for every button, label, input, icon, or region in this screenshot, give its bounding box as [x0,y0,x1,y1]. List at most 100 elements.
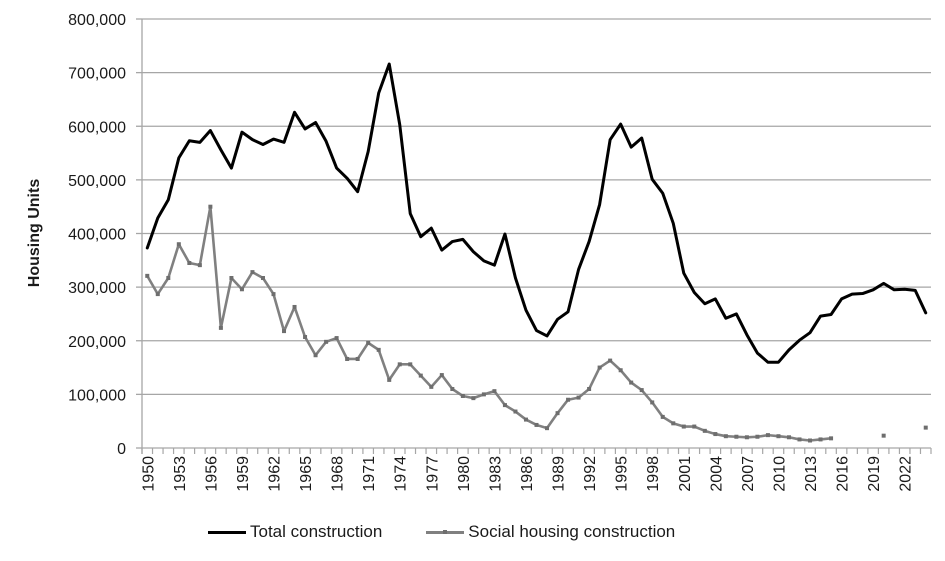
x-tick-label: 1965 [298,456,315,492]
data-point [197,263,202,268]
legend-swatch-total [208,530,246,534]
data-point [576,395,581,400]
data-point [355,356,360,361]
data-point [250,270,255,275]
data-point [818,437,823,442]
data-point [713,432,718,437]
data-point [450,387,455,392]
data-point [513,409,518,414]
data-point [797,437,802,442]
data-point [881,433,886,438]
data-point [808,438,813,443]
y-tick-labels: 0 100,000 200,000 300,000 400,000 500,000 600,… [68,12,126,458]
data-point [566,397,571,402]
legend-item-total: Total construction [208,522,382,542]
y-tick-label: 0 [117,441,126,458]
data-point [292,304,297,309]
data-point [755,434,760,439]
y-tick-label: 600,000 [68,119,126,136]
legend-label-total: Total construction [250,522,383,541]
data-point [208,204,213,209]
data-point [534,422,539,427]
legend-label-social: Social housing construction [468,522,676,541]
x-tick-label: 2022 [898,456,915,492]
x-tick-label: 1971 [361,456,378,492]
x-tick-labels: 1950 1953 1956 1959 1962 1965 1968 1971 1974 1977… [140,456,914,492]
data-point [334,336,339,341]
data-point [271,292,276,297]
data-point [650,400,655,405]
data-point [681,424,686,429]
x-tick-label: 1998 [645,456,662,492]
data-point [471,396,476,401]
data-point [229,276,234,281]
data-point [629,380,634,385]
y-tick-label: 100,000 [68,387,126,404]
series-line [145,62,928,364]
data-point [187,260,192,265]
data-point [555,411,560,416]
data-point [429,384,434,389]
x-tick-label: 1974 [393,456,410,492]
data-point [460,393,465,398]
x-tick-label: 1950 [140,456,157,492]
data-point [366,340,371,345]
x-tick-label: 1953 [172,456,189,492]
data-point [218,325,223,330]
axes [141,19,932,454]
x-tick-label: 2016 [835,456,852,492]
legend-item-social: Social housing construction [426,522,675,542]
data-point [439,373,444,378]
x-tick-label: 1986 [519,456,536,492]
x-tick-label: 2001 [677,456,694,492]
x-tick-label: 1983 [487,456,504,492]
x-tick-label: 2007 [740,456,757,492]
x-tick-label: 1995 [614,456,631,492]
data-point [723,434,728,439]
x-tick-label: 2019 [866,456,883,492]
data-point [418,373,423,378]
data-point [776,434,781,439]
x-tick-label: 1968 [330,456,347,492]
data-point [702,428,707,433]
x-tick-label: 1992 [582,456,599,492]
data-point [692,424,697,429]
y-tick-label: 400,000 [68,227,126,244]
data-point [923,425,928,430]
data-point [734,434,739,439]
y-tick-label: 200,000 [68,334,126,351]
data-point [587,387,592,392]
series-lines [145,62,928,443]
data-point [176,242,181,247]
series-line [145,205,833,442]
legend-swatch-social [426,529,465,534]
x-tick-label: 1980 [456,456,473,492]
data-point [481,392,486,397]
x-tick-label: 2010 [771,456,788,492]
data-point [260,276,265,281]
data-point [313,353,318,358]
y-tick-label: 300,000 [68,280,126,297]
data-point [523,417,528,422]
gridlines [136,18,931,449]
data-point [324,339,329,344]
data-point [744,435,749,440]
data-point [155,292,160,297]
x-tick-label: 1977 [424,456,441,492]
data-point [671,421,676,426]
data-point [765,433,770,438]
data-point [597,365,602,370]
data-point [786,435,791,440]
y-axis-label: Housing Units [26,179,43,288]
y-tick-label: 700,000 [68,66,126,83]
series-total-construction [145,62,928,364]
data-point [608,358,613,363]
x-tick-label: 2013 [803,456,820,492]
data-point [492,389,497,394]
x-tick-label: 1989 [551,456,568,492]
x-tick-label: 2004 [708,456,725,492]
data-point [639,388,644,393]
data-point [166,276,171,281]
series-social-housing [145,204,928,443]
